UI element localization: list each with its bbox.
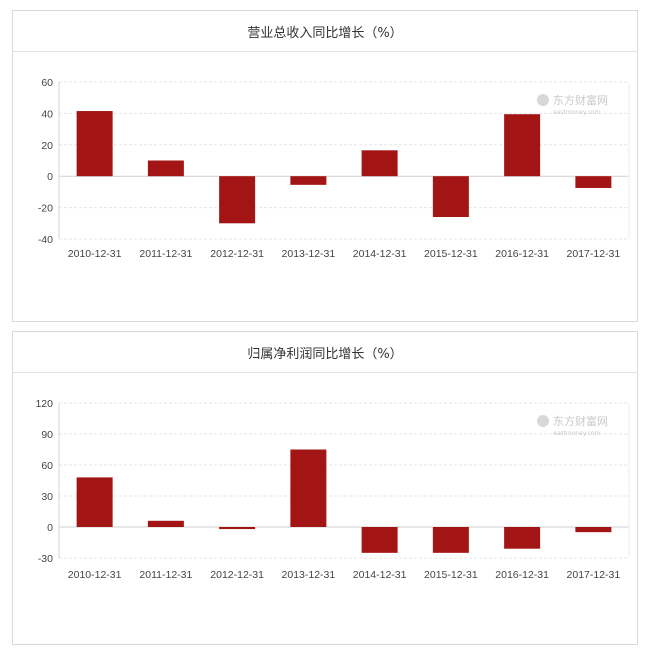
y-tick-label: -30 [38, 553, 53, 565]
bar [432, 176, 469, 218]
bar [504, 527, 541, 549]
y-tick-label: 120 [35, 398, 53, 410]
x-tick-label: 2010-12-31 [68, 248, 122, 260]
x-tick-label: 2017-12-31 [567, 569, 621, 581]
bar [290, 176, 327, 185]
net-profit-growth-chart: -30 0 30 60 90 120 东方财富网 eastmoney.com 2010-12-3… [35, 398, 630, 581]
y-tick-label: 90 [41, 429, 53, 441]
x-tick-label: 2016-12-31 [495, 248, 549, 260]
svg-text:eastmoney.com: eastmoney.com [553, 430, 600, 437]
y-tick-label: 60 [41, 77, 53, 89]
x-tick-label: 2015-12-31 [424, 569, 478, 581]
svg-text:东方财富网: 东方财富网 [553, 93, 608, 107]
bar [76, 477, 113, 527]
x-tick-label: 2017-12-31 [567, 248, 621, 260]
revenue-growth-chart: -40 -20 0 20 40 60 东方财富网 eastmoney.com 2010-12-3… [38, 77, 630, 260]
y-tick-label: 20 [41, 140, 53, 152]
x-tick-label: 2013-12-31 [282, 569, 336, 581]
bar [361, 527, 398, 553]
x-tick-label: 2011-12-31 [139, 569, 192, 581]
y-tick-label: 30 [41, 491, 53, 503]
revenue-growth-panel: 营业总收入同比增长（%） -40 -20 0 20 40 60 东方财富网 eastmoney… [12, 10, 638, 322]
bar [147, 520, 184, 527]
x-tick-label: 2012-12-31 [210, 248, 264, 260]
watermark-logo: 东方财富网 eastmoney.com [537, 414, 608, 437]
x-tick-label: 2015-12-31 [424, 248, 478, 260]
bar [575, 176, 612, 188]
bar [219, 527, 256, 530]
x-tick-label: 2016-12-31 [495, 569, 549, 581]
y-tick-label: -40 [38, 234, 53, 246]
chart-title: 归属净利润同比增长（%） [13, 332, 637, 373]
bar [290, 449, 327, 527]
x-tick-label: 2012-12-31 [210, 569, 264, 581]
x-tick-label: 2014-12-31 [353, 248, 407, 260]
y-tick-label: 0 [47, 171, 53, 183]
chart-title: 营业总收入同比增长（%） [13, 11, 637, 52]
svg-text:东方财富网: 东方财富网 [553, 414, 608, 428]
x-tick-label: 2014-12-31 [353, 569, 407, 581]
net-profit-growth-panel: 归属净利润同比增长（%） -30 0 30 60 90 120 东方财富网 eastmoney… [12, 331, 638, 645]
y-tick-label: 60 [41, 460, 53, 472]
bar [361, 150, 398, 177]
x-tick-label: 2013-12-31 [282, 248, 336, 260]
bar [432, 527, 469, 553]
bar [575, 527, 612, 533]
svg-text:eastmoney.com: eastmoney.com [553, 109, 600, 116]
y-tick-label: 40 [41, 108, 53, 120]
x-tick-label: 2010-12-31 [68, 569, 122, 581]
y-tick-label: 0 [47, 522, 53, 534]
bar [219, 176, 256, 224]
watermark-logo: 东方财富网 eastmoney.com [537, 93, 608, 116]
bar [504, 114, 541, 177]
y-tick-label: -20 [38, 203, 53, 215]
bar [76, 111, 113, 177]
x-tick-label: 2011-12-31 [139, 248, 192, 260]
bar [147, 160, 184, 177]
